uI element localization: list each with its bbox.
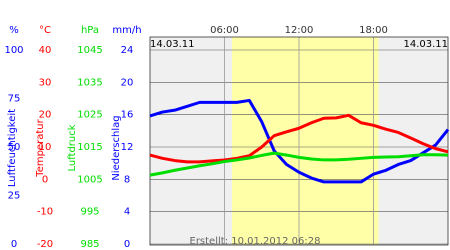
daylight [231, 37, 379, 245]
footer: Erstellt: 10.01.2012 06:28 [190, 236, 321, 247]
y-tick-label: 16 [121, 110, 134, 121]
y-tick-label: 20 [39, 110, 52, 121]
y-tick-label: 75 [8, 94, 21, 105]
y-tick-label: 0 [11, 239, 17, 250]
y-tick-label: 995 [80, 207, 99, 218]
x-tick-label: 06:00 [210, 25, 239, 36]
y-tick-label: 20 [121, 77, 134, 88]
axis-title: Niederschlag [111, 115, 122, 180]
axis-unit: mm/h [112, 25, 141, 36]
y-tick-label: 4 [124, 207, 130, 218]
y-tick-label: 0 [124, 239, 130, 250]
y-tick-label: 1035 [77, 77, 102, 88]
axis-unit: % [9, 25, 19, 36]
y-tick-label: 0 [42, 174, 48, 185]
date-right: 14.03.11 [403, 39, 448, 50]
x-tick-label: 12:00 [285, 25, 314, 36]
y-tick-label: 12 [121, 142, 134, 153]
x-tick-label: 18:00 [359, 25, 388, 36]
y-tick-label: 1045 [77, 45, 102, 56]
series-line [149, 113, 449, 164]
y-tick-label: -20 [37, 239, 53, 250]
y-tick-label: 1015 [77, 142, 102, 153]
y-tick-label: 30 [39, 77, 52, 88]
y-tick-label: -10 [37, 207, 53, 218]
axis-unit: hPa [81, 25, 99, 36]
y-tick-label: 1005 [77, 174, 102, 185]
y-tick-label: 985 [80, 239, 99, 250]
axis-title: Luftdruck [67, 124, 78, 171]
series-line [149, 98, 450, 184]
y-tick-label: 10 [39, 142, 52, 153]
axis-unit: °C [39, 25, 51, 36]
plot-border [149, 36, 449, 246]
y-tick-label: 8 [124, 174, 130, 185]
y-tick-label: 25 [8, 191, 21, 202]
y-tick-label: 100 [4, 45, 23, 56]
y-tick-label: 50 [8, 142, 21, 153]
date-left: 14.03.11 [150, 39, 195, 50]
axis-title: Luftfeuchtigkeit [7, 109, 18, 187]
y-tick-label: 1025 [77, 110, 102, 121]
axis-title: Temperatur [35, 118, 46, 177]
y-tick-label: 40 [39, 45, 52, 56]
y-tick-label: 24 [121, 45, 134, 56]
series-line [149, 151, 449, 177]
